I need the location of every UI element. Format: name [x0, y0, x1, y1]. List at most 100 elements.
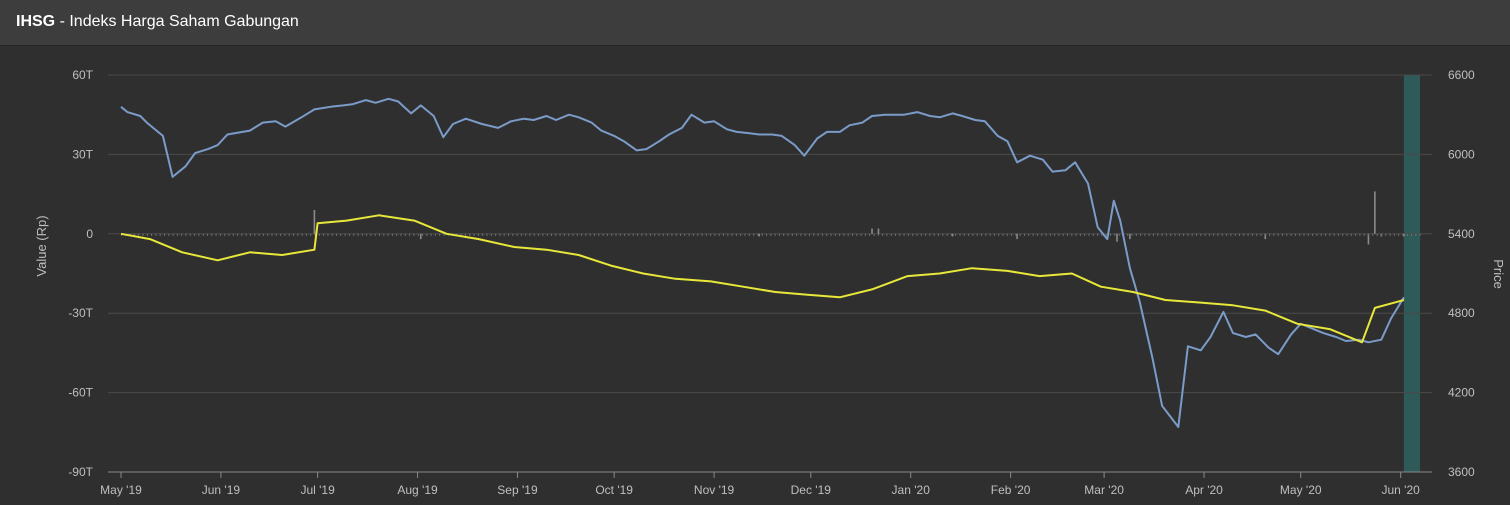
chart-area: 60T 30T 0 -30T -60T -90T 6600 6000 5400 4800 4200 3…	[0, 46, 1510, 500]
volume-tick	[800, 233, 802, 236]
volume-tick	[1350, 233, 1352, 236]
volume-tick	[1247, 233, 1249, 236]
volume-tick	[202, 233, 204, 236]
volume-tick	[164, 233, 165, 236]
volume-tick	[1372, 233, 1374, 236]
volume-tick	[1273, 233, 1275, 236]
volume-tick	[1161, 233, 1163, 236]
volume-tick	[503, 233, 505, 236]
volume-tick	[1316, 233, 1318, 236]
volume-tick	[895, 233, 896, 236]
volume-tick	[662, 233, 664, 236]
volume-bar	[1264, 233, 1267, 240]
volume-tick	[293, 233, 294, 236]
volume-tick	[409, 233, 411, 236]
volume-tick	[744, 233, 746, 236]
volume-tick	[1251, 233, 1253, 236]
volume-tick	[611, 233, 613, 236]
volume-tick	[228, 233, 230, 236]
volume-tick	[1380, 233, 1382, 236]
volume-tick	[1269, 233, 1271, 236]
volume-tick	[366, 233, 368, 236]
x-tick-label: Mar '20	[1084, 483, 1124, 497]
volume-tick	[559, 233, 561, 236]
volume-bar	[1367, 233, 1370, 245]
volume-tick	[516, 233, 518, 236]
volume-tick	[684, 233, 686, 236]
volume-tick	[697, 233, 699, 236]
volume-tick	[512, 233, 514, 236]
volume-tick	[1406, 233, 1408, 236]
volume-tick	[473, 233, 475, 236]
volume-tick	[546, 233, 548, 236]
volume-tick	[581, 233, 583, 236]
volume-tick	[955, 233, 957, 236]
volume-tick	[804, 233, 806, 236]
volume-tick	[348, 233, 350, 236]
volume-tick	[654, 233, 656, 236]
volume-tick	[1032, 233, 1034, 236]
volume-tick	[155, 233, 157, 236]
volume-tick	[391, 233, 393, 236]
chart-svg: 60T 30T 0 -30T -60T -90T 6600 6000 5400 4800 4200 3…	[34, 68, 1506, 497]
right-axis-label: Price	[1491, 259, 1506, 289]
volume-tick	[185, 233, 187, 236]
volume-tick	[542, 233, 544, 236]
volume-tick	[555, 233, 557, 236]
volume-tick	[959, 233, 961, 236]
volume-tick	[151, 233, 153, 236]
volume-bar	[313, 209, 316, 234]
volume-tick	[680, 233, 681, 236]
volume-tick	[852, 233, 853, 236]
volume-tick	[1049, 233, 1051, 236]
volume-tick	[950, 233, 952, 236]
volume-tick	[778, 233, 780, 236]
volume-tick	[168, 233, 170, 236]
volume-tick	[641, 233, 643, 236]
volume-bar	[871, 228, 873, 234]
volume-tick	[172, 233, 174, 236]
right-tick-label: 6600	[1448, 68, 1475, 82]
volume-tick	[245, 233, 247, 236]
price-line	[120, 97, 1405, 428]
volume-tick	[430, 233, 432, 236]
volume-tick	[533, 233, 535, 236]
volume-tick	[323, 233, 325, 236]
volume-tick	[288, 233, 290, 236]
volume-tick	[374, 233, 376, 236]
volume-tick	[138, 233, 140, 236]
volume-tick	[1303, 233, 1305, 236]
volume-tick	[426, 233, 428, 236]
volume-tick	[1006, 233, 1008, 236]
chart-header: IHSG - Indeks Harga Saham Gabungan	[0, 0, 1510, 46]
volume-tick	[1213, 233, 1215, 236]
volume-tick	[327, 233, 329, 236]
volume-tick	[1204, 233, 1206, 236]
volume-tick	[1234, 233, 1236, 236]
volume-tick	[1092, 233, 1094, 236]
volume-tick	[331, 233, 333, 236]
volume-tick	[834, 233, 836, 236]
volume-tick	[133, 233, 135, 236]
volume-tick	[821, 233, 823, 236]
volume-tick	[1015, 233, 1017, 236]
volume-tick	[1135, 233, 1137, 236]
volume-tick	[465, 233, 466, 236]
volume-tick	[1359, 233, 1361, 236]
volume-tick	[714, 233, 716, 236]
volume-tick	[336, 233, 337, 236]
volume-tick	[925, 233, 927, 236]
volume-tick	[770, 233, 772, 236]
volume-tick	[318, 233, 320, 236]
volume-tick	[877, 233, 879, 236]
volume-tick	[783, 233, 785, 236]
volume-tick	[920, 233, 922, 236]
volume-tick	[1230, 233, 1232, 236]
volume-tick	[353, 233, 355, 236]
volume-tick	[469, 233, 471, 236]
volume-tick	[649, 233, 651, 236]
volume-tick	[1294, 233, 1296, 236]
volume-tick	[1024, 233, 1025, 236]
volume-tick	[1346, 233, 1348, 236]
x-tick-label: May '20	[1280, 483, 1322, 497]
